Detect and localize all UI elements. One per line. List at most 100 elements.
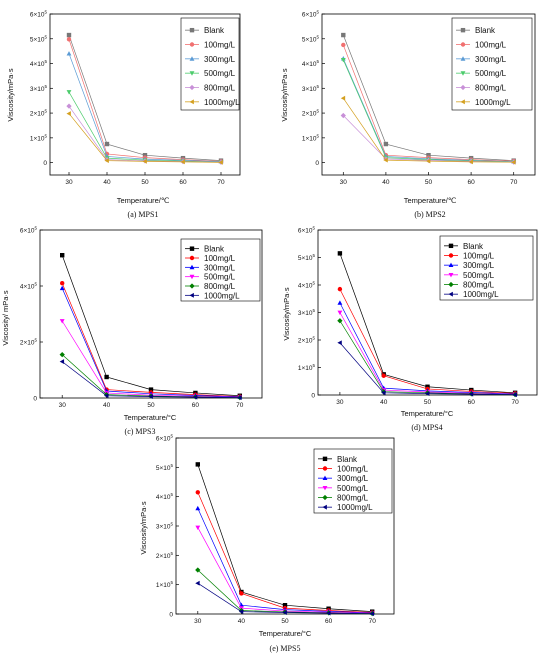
x-tick-label: 70	[369, 618, 377, 625]
legend-marker	[322, 485, 328, 491]
legend-marker	[448, 281, 454, 288]
y-tick-label: 2×105	[156, 551, 174, 560]
x-axis-label: Temperature/℃	[404, 196, 457, 205]
figure-caption: (a) MPS1	[128, 210, 159, 219]
legend-marker	[460, 99, 465, 105]
y-tick-label: 6×105	[156, 434, 174, 443]
x-tick-label: 60	[325, 618, 333, 625]
y-tick-label: 2×105	[30, 109, 48, 118]
y-tick-exponent: 5	[170, 551, 173, 556]
data-point	[337, 340, 342, 346]
y-tick-exponent: 5	[34, 282, 37, 287]
y-tick-label: 5×105	[30, 34, 48, 43]
legend-label: 300mg/L	[463, 261, 495, 270]
legend-label: 1000mg/L	[204, 291, 240, 300]
x-tick-label: 40	[380, 399, 388, 406]
legend-label: 100mg/L	[337, 465, 369, 474]
legend-label: 300mg/L	[475, 55, 507, 64]
data-point	[142, 158, 147, 164]
legend-label: Blank	[204, 245, 225, 254]
legend-label: Blank	[204, 26, 225, 35]
legend-label: Blank	[475, 26, 496, 35]
data-point	[512, 392, 517, 398]
y-tick-exponent: 5	[170, 434, 173, 439]
legend-marker	[189, 27, 195, 33]
legend-marker	[189, 255, 195, 261]
legend-marker	[448, 243, 454, 249]
x-tick-label: 60	[468, 399, 476, 406]
y-tick-label: 2×105	[302, 109, 320, 118]
x-tick-label: 70	[217, 179, 225, 186]
data-point	[195, 490, 200, 495]
y-tick-exponent: 5	[312, 336, 315, 341]
figure-caption: (e) MPS5	[270, 644, 301, 653]
legend-marker	[448, 253, 454, 258]
y-axis-label: Viscosity/mPa·s	[139, 501, 148, 554]
legend-label: 800mg/L	[204, 84, 236, 93]
y-tick-label: 3×105	[302, 84, 320, 93]
y-tick-exponent: 5	[312, 281, 315, 286]
x-tick-label: 30	[194, 618, 202, 625]
x-tick-label: 30	[59, 402, 67, 409]
data-point	[66, 103, 72, 109]
data-point	[340, 95, 346, 101]
data-point	[326, 610, 331, 616]
series-line-3	[61, 288, 240, 398]
x-tick-label: 60	[467, 179, 475, 186]
legend-label: 100mg/L	[475, 41, 507, 50]
y-tick-label: 6×105	[298, 226, 316, 235]
y-tick-exponent: 5	[44, 10, 47, 15]
data-point	[340, 57, 346, 63]
legend-label: 1000mg/L	[204, 98, 240, 107]
legend-marker	[189, 283, 195, 289]
y-tick-label: 4×105	[302, 59, 320, 68]
data-point	[104, 141, 110, 147]
y-tick-exponent: 5	[170, 463, 173, 468]
y-tick-label: 0	[169, 612, 173, 619]
y-tick-exponent: 5	[170, 522, 173, 527]
y-tick-exponent: 5	[316, 109, 319, 114]
x-tick-label: 40	[382, 179, 390, 186]
y-tick-exponent: 5	[312, 363, 315, 368]
y-tick-exponent: 5	[312, 226, 315, 231]
y-tick-label: 4×105	[20, 282, 38, 291]
x-tick-label: 60	[179, 179, 187, 186]
legend-label: 100mg/L	[463, 252, 495, 261]
data-point	[369, 611, 375, 617]
data-point	[337, 251, 343, 256]
y-tick-label: 2×105	[298, 336, 316, 345]
data-point	[282, 603, 288, 608]
y-tick-exponent: 5	[312, 308, 315, 313]
y-tick-exponent: 5	[44, 59, 47, 64]
legend-marker	[448, 291, 453, 297]
data-point	[237, 395, 242, 401]
x-axis-label: Temperature/°C	[124, 413, 177, 422]
data-point	[468, 159, 473, 165]
x-tick-label: 30	[65, 179, 73, 186]
legend-marker	[322, 494, 328, 501]
y-tick-exponent: 5	[316, 10, 319, 15]
data-point	[104, 374, 109, 380]
data-point	[341, 32, 346, 38]
legend-box	[439, 235, 534, 301]
legend-label: 500mg/L	[204, 273, 236, 282]
legend-marker	[322, 456, 328, 462]
data-point	[425, 384, 430, 389]
x-tick-label: 70	[511, 399, 519, 406]
x-tick-label: 60	[192, 402, 200, 409]
legend-label: 1000mg/L	[337, 503, 373, 512]
x-tick-label: 40	[103, 402, 111, 409]
data-point	[59, 319, 65, 324]
x-tick-label: 50	[141, 179, 149, 186]
data-point	[66, 32, 72, 38]
data-point	[148, 387, 154, 392]
y-tick-exponent: 5	[44, 109, 47, 114]
data-point	[511, 159, 516, 165]
legend-marker	[189, 56, 195, 61]
data-point	[337, 318, 343, 324]
series-line-4	[61, 320, 240, 398]
legend-label: 300mg/L	[204, 263, 236, 272]
y-tick-exponent: 5	[316, 59, 319, 64]
legend-marker	[322, 466, 328, 471]
x-tick-label: 40	[103, 179, 111, 186]
